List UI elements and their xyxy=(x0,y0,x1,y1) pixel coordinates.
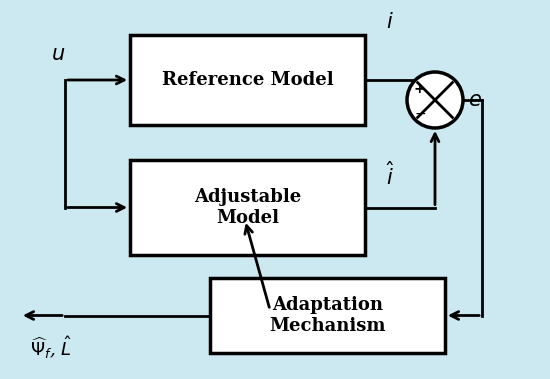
Bar xyxy=(130,35,365,125)
Bar xyxy=(210,278,445,353)
Text: $i$: $i$ xyxy=(386,12,394,32)
Text: $-$: $-$ xyxy=(414,106,426,120)
Bar xyxy=(130,160,365,255)
Text: Reference Model: Reference Model xyxy=(162,71,333,89)
Text: Adjustable
Model: Adjustable Model xyxy=(194,188,301,227)
Text: $\widehat{\Psi}_{f}$, $\hat{L}$: $\widehat{\Psi}_{f}$, $\hat{L}$ xyxy=(30,335,72,362)
Text: $e$: $e$ xyxy=(468,91,482,110)
Text: $\hat{i}$: $\hat{i}$ xyxy=(386,161,394,189)
Ellipse shape xyxy=(407,72,463,128)
Text: +: + xyxy=(414,82,425,96)
Text: Adaptation
Mechanism: Adaptation Mechanism xyxy=(270,296,386,335)
Text: $u$: $u$ xyxy=(51,45,65,64)
